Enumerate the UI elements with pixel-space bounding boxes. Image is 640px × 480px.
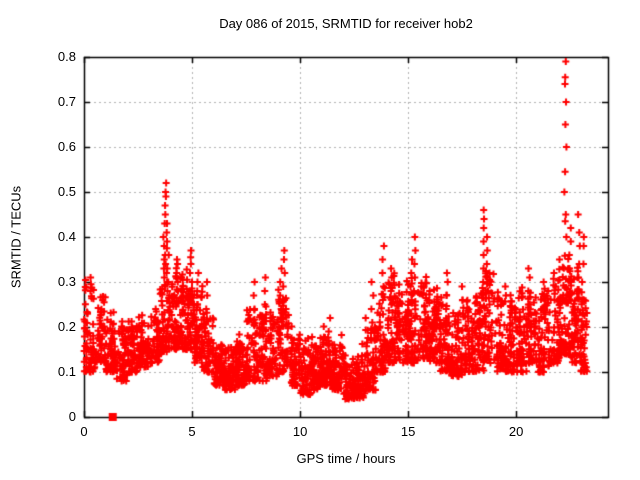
y-tick-label: 0.5 xyxy=(57,184,76,199)
y-tick-label: 0.4 xyxy=(57,229,76,244)
y-tick-label: 0.2 xyxy=(57,319,76,334)
chart-title: Day 086 of 2015, SRMTID for receiver hob… xyxy=(219,16,473,31)
y-tick-label: 0.6 xyxy=(57,139,76,154)
x-tick-label: 0 xyxy=(80,424,88,439)
y-tick-label: 0.1 xyxy=(57,364,76,379)
x-axis-label: GPS time / hours xyxy=(296,451,396,466)
y-tick-label: 0 xyxy=(68,409,76,424)
x-tick-label: 15 xyxy=(400,424,416,439)
y-tick-label: 0.7 xyxy=(57,94,76,109)
y-tick-label: 0.3 xyxy=(57,274,76,289)
x-tick-label: 10 xyxy=(292,424,308,439)
x-tick-label: 20 xyxy=(508,424,524,439)
y-tick-label: 0.8 xyxy=(57,49,76,64)
x-tick-label: 5 xyxy=(188,424,196,439)
